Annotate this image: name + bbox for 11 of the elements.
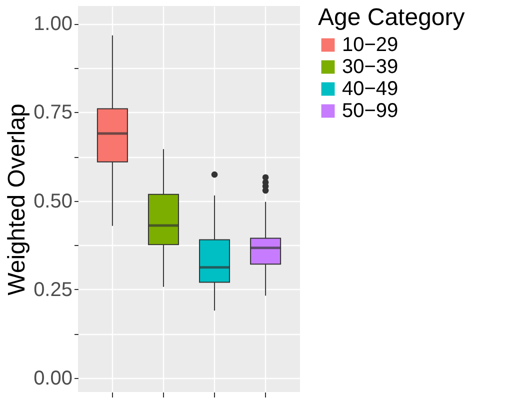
y-tick-label: 0.00 [34, 367, 72, 390]
legend-label: 10−29 [342, 34, 398, 56]
legend-label: 30−39 [342, 56, 398, 78]
y-tick-label: 0.75 [34, 102, 72, 124]
y-tick-label: 1.00 [34, 13, 72, 36]
legend-label: 50−99 [342, 100, 398, 122]
y-tick-label: 0.50 [34, 190, 72, 212]
legend-label: 40−49 [342, 78, 398, 100]
y-tick-label: 0.25 [34, 278, 72, 301]
legend-title: Age Category [318, 4, 465, 31]
y-axis-title: Weighted Overlap [4, 104, 31, 296]
